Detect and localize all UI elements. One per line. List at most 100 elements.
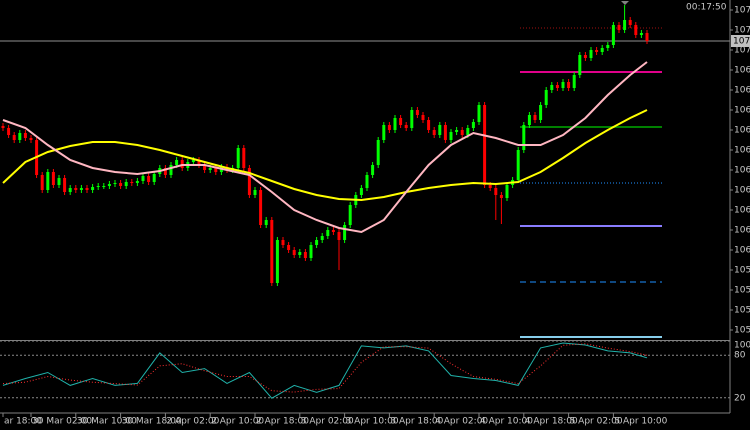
y-tick-label: 106.3 [734,186,750,196]
candle-body [303,252,307,258]
candle-body [639,33,643,35]
candle-body [197,160,201,165]
candle-body [399,118,403,125]
candle-body [567,82,571,88]
candle-body [214,168,218,172]
candle-body [91,187,95,190]
candle-body [421,115,425,120]
x-tick-label: 2 Apr 18:00 [256,417,309,427]
candle-body [455,130,459,132]
x-tick-label: 2 Apr 02:00 [166,417,219,427]
x-tick-label: 30 Mar 10:00 [77,417,137,427]
candle-body [539,105,543,120]
candle-body [505,185,509,198]
candle-body [387,125,391,130]
candle-body [152,174,156,182]
oscillator-line [2,343,648,393]
candle-body [410,110,414,128]
candle-body [443,125,447,140]
candle-body [382,125,386,140]
candle-body [561,82,565,88]
y-tick-label: 106.1 [734,226,750,236]
candle-body [589,50,593,58]
candle-body [107,184,111,186]
candle-body [85,188,89,190]
y-tick-label: 105.7 [734,306,750,316]
y-tick-label: 106.6 [734,126,750,136]
candle-body [623,20,627,30]
candle-body [348,205,352,225]
y-tick-label: 106.5 [734,146,750,156]
shift-marker [621,1,629,5]
candle-body [7,128,11,135]
candle-body [320,236,324,240]
candle-body [12,135,16,140]
candle-body [40,175,44,190]
candle-body [1,126,5,128]
candle-body [427,120,431,130]
x-tick-label: 2 Apr 10:00 [211,417,264,427]
candle-body [175,160,179,165]
candle-body [365,175,369,188]
candle-body [555,85,559,88]
candle-body [343,225,347,240]
candle-body [393,118,397,130]
candle-body [275,240,279,283]
candle-body [488,185,492,188]
y-tick-label: 80 [734,351,746,361]
candle-body [236,148,240,168]
candle-body [628,20,632,25]
x-tick-label: ar 18:00 [4,417,42,427]
candle-body [331,230,335,232]
y-tick-label: 106 [734,246,750,256]
candle-body [208,168,212,170]
candle-body [578,55,582,75]
x-tick-label: 3 Apr 02:00 [301,417,354,427]
y-tick-label: 106.4 [734,166,750,176]
candle-body [634,25,638,35]
y-tick-label: 106.2 [734,206,750,216]
x-tick-label: 5 Apr 10:00 [614,417,667,427]
candle-body [371,165,375,175]
candle-body [57,178,61,185]
y-tick-label: 105.6 [734,326,750,336]
candle-body [292,250,296,255]
candle-body [483,105,487,185]
x-tick-label: 3 Apr 18:00 [390,417,443,427]
candle-body [471,122,475,128]
candle-body [438,125,442,135]
candle-body [572,75,576,88]
oscillator-pane [0,341,730,399]
candle-body [141,176,145,181]
candle-body [29,138,33,140]
candle-body [432,130,436,135]
candle-body [18,133,22,140]
candle-body [415,110,419,115]
candle-body [163,168,167,175]
candle-body [135,181,139,183]
candle-body [287,245,291,250]
candle-body [499,195,503,198]
candle-body [191,160,195,162]
candle-body [253,190,257,195]
candle-body [51,172,55,185]
moving-average [2,61,648,234]
y-tick-label: 106.8 [734,86,750,96]
x-tick-label: 4 Apr 18:00 [525,417,578,427]
candle-body [522,125,526,150]
candle-body [119,183,123,186]
y-tick-label: 100 [734,341,750,351]
y-tick-label: 106.9 [734,66,750,76]
candle-body [449,132,453,140]
candle-body [606,45,610,48]
candle-body [600,48,604,52]
candle-body [466,128,470,135]
y-tick-label: 107.1 [734,26,750,36]
candle-body [376,140,380,165]
y-tick-label: 105.9 [734,266,750,276]
price-pane [0,5,730,338]
